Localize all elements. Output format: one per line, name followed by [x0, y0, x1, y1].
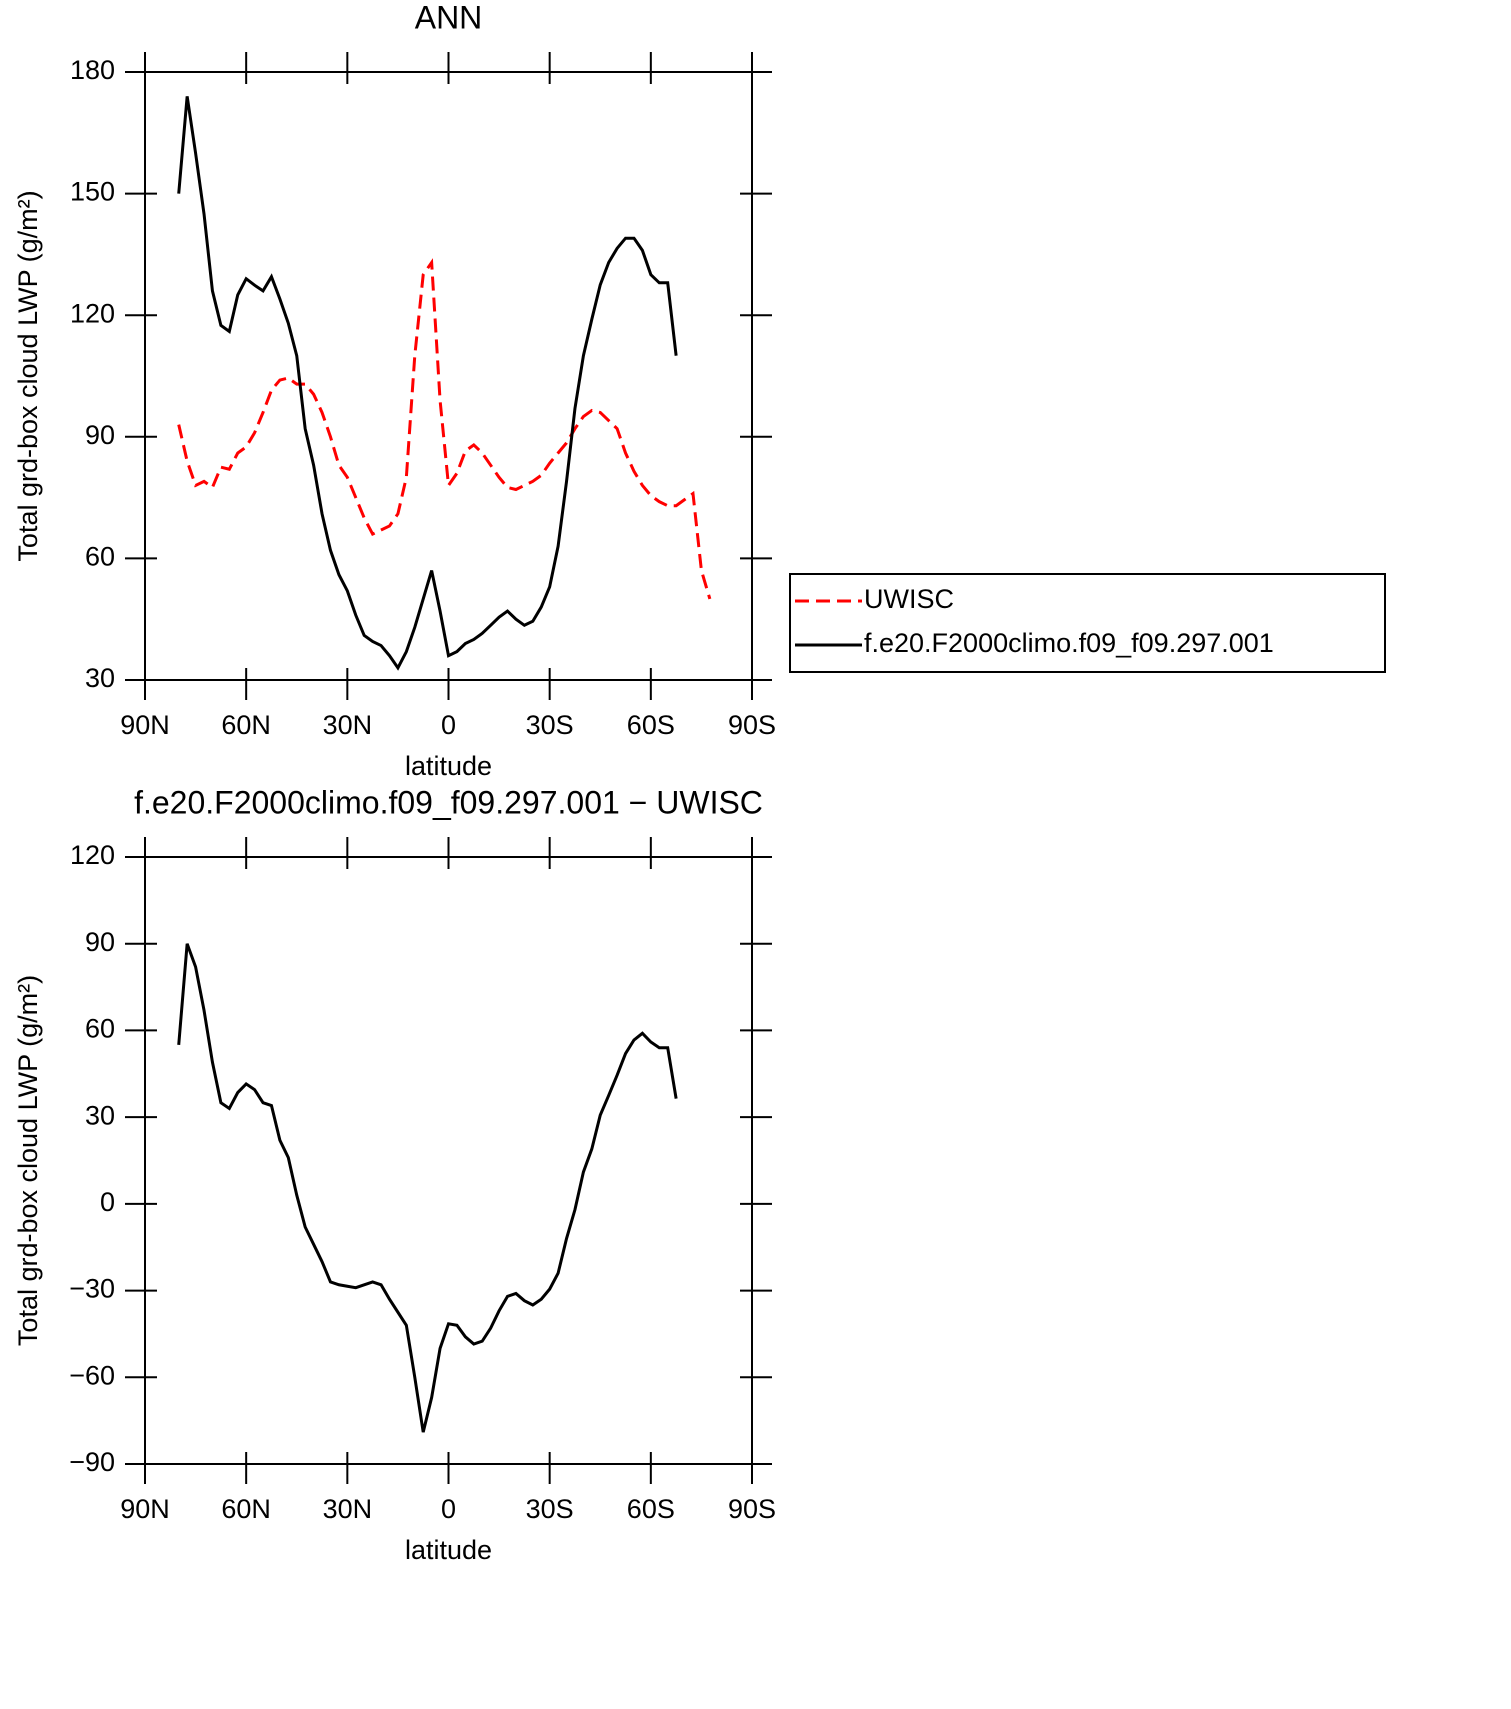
- x-tick-label: 60S: [627, 710, 675, 740]
- x-tick-label: 30N: [323, 1494, 373, 1524]
- x-tick-label: 30S: [526, 710, 574, 740]
- y-tick-label: 90: [85, 420, 115, 450]
- y-tick-label: −60: [69, 1360, 115, 1390]
- legend-box: [789, 573, 1386, 673]
- y-axis-label: Total grd-box cloud LWP (g/m²): [13, 190, 43, 561]
- x-axis-label: latitude: [405, 751, 492, 781]
- y-axis-label: Total grd-box cloud LWP (g/m²): [13, 975, 43, 1346]
- x-tick-label: 30S: [526, 1494, 574, 1524]
- x-tick-label: 60N: [221, 1494, 271, 1524]
- y-tick-label: 120: [70, 840, 115, 870]
- x-tick-label: 0: [441, 1494, 456, 1524]
- plot-frame: [144, 856, 753, 1465]
- y-tick-label: 150: [70, 177, 115, 207]
- data-line: [177, 96, 678, 671]
- y-tick-label: 30: [85, 1100, 115, 1130]
- data-line: [177, 258, 712, 600]
- y-tick-label: 120: [70, 298, 115, 328]
- y-tick-label: −90: [69, 1447, 115, 1477]
- legend-label: f.e20.F2000climo.f09_f09.297.001: [864, 628, 1274, 658]
- y-tick-label: 30: [85, 663, 115, 693]
- chart-title: f.e20.F2000climo.f09_f09.297.001 − UWISC: [134, 784, 763, 820]
- y-tick-label: 180: [70, 55, 115, 85]
- y-tick-label: 90: [85, 927, 115, 957]
- x-axis-label: latitude: [405, 1535, 492, 1565]
- plot-frame: [144, 71, 753, 681]
- x-tick-label: 90S: [728, 1494, 776, 1524]
- y-tick-label: 60: [85, 1014, 115, 1044]
- x-tick-label: 60N: [221, 710, 271, 740]
- y-tick-label: 0: [100, 1187, 115, 1217]
- legend-label: UWISC: [864, 584, 954, 614]
- x-tick-label: 0: [441, 710, 456, 740]
- data-line: [177, 943, 678, 1433]
- x-tick-label: 90N: [120, 1494, 170, 1524]
- x-tick-label: 90N: [120, 710, 170, 740]
- y-tick-label: −30: [69, 1274, 115, 1304]
- x-tick-label: 30N: [323, 710, 373, 740]
- y-tick-label: 60: [85, 542, 115, 572]
- chart-title: ANN: [415, 0, 483, 35]
- x-tick-label: 60S: [627, 1494, 675, 1524]
- x-tick-label: 90S: [728, 710, 776, 740]
